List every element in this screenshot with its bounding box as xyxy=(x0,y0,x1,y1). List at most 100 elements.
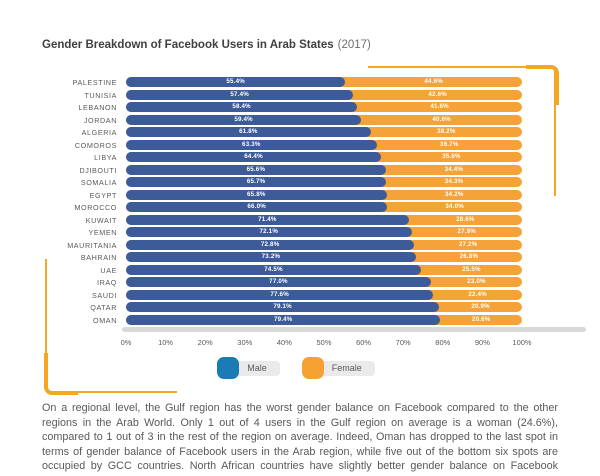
male-bar-segment xyxy=(126,77,346,87)
female-value-label: 44.6% xyxy=(424,78,443,85)
x-axis-baseline-track xyxy=(122,327,586,332)
chart-title-text: Gender Breakdown of Facebook Users in Ar… xyxy=(42,39,334,51)
male-value-label: 77.0% xyxy=(269,278,288,285)
male-bar-segment xyxy=(126,102,358,112)
male-bar-segment xyxy=(126,189,387,200)
female-value-label: 34.4% xyxy=(444,165,464,173)
female-value-label: 34.0% xyxy=(445,203,464,210)
male-bar-segment xyxy=(126,177,387,187)
male-bar-segment xyxy=(126,314,441,325)
female-value-label: 28.6% xyxy=(456,215,475,223)
country-label: SOMALIA xyxy=(80,178,117,187)
male-bar-segment xyxy=(126,302,440,312)
female-value-label: 34.3% xyxy=(444,178,464,185)
country-label: LIBYA xyxy=(94,153,117,162)
bar-row: KUWAIT 71.4% 28.6% xyxy=(0,214,600,225)
female-value-label: 25.5% xyxy=(462,265,481,273)
female-value-label: 42.6% xyxy=(428,90,447,98)
male-bar-segment xyxy=(126,164,386,175)
legend-item-male: Male xyxy=(217,357,280,379)
bar-row: TUNISIA 57.4% 42.6% xyxy=(0,89,600,100)
female-value-label: 27.2% xyxy=(458,240,478,248)
male-value-label: 58.4% xyxy=(232,103,251,110)
x-axis-tick-label: 90% xyxy=(474,338,490,347)
male-value-label: 73.2% xyxy=(261,253,281,260)
x-axis-tick-label: 20% xyxy=(197,338,213,347)
male-bar-segment xyxy=(126,152,382,162)
male-bar-segment xyxy=(126,289,434,300)
bar-row: QATAR 79.1% 20.9% xyxy=(0,302,600,312)
female-value-label: 26.8% xyxy=(459,253,479,260)
male-bar-segment xyxy=(126,252,416,262)
bar-row: PALESTINE 55.4% 44.6% xyxy=(0,77,600,87)
country-label: OMAN xyxy=(93,315,117,325)
male-bar-segment xyxy=(126,139,377,150)
female-value-label: 41.6% xyxy=(430,103,449,110)
country-label: JORDAN xyxy=(83,115,117,125)
bar-row: OMAN 79.4% 20.6% xyxy=(0,314,600,325)
male-value-label: 64.4% xyxy=(244,153,263,160)
country-label: DJIBOUTI xyxy=(79,165,117,175)
country-label: TUNISIA xyxy=(84,90,117,100)
female-value-label: 34.2% xyxy=(445,190,464,198)
country-label: UAE xyxy=(100,265,117,275)
male-value-label: 79.1% xyxy=(273,303,292,310)
bar-row: BAHRAIN 73.2% 26.8% xyxy=(0,252,600,262)
decorative-corner-elbow-bottom-left xyxy=(44,353,78,395)
male-bar-segment xyxy=(126,214,409,225)
female-value-label: 23.0% xyxy=(467,278,486,285)
male-bar-segment xyxy=(126,89,354,100)
x-axis-tick-label: 60% xyxy=(356,338,372,347)
male-value-label: 77.6% xyxy=(270,290,289,298)
x-axis-tick-label: 50% xyxy=(316,338,332,347)
bar-row: DJIBOUTI 65.6% 34.4% xyxy=(0,164,600,175)
body-paragraph: On a regional level, the Gulf region has… xyxy=(42,402,558,476)
country-label: QATAR xyxy=(90,303,117,312)
bar-row: SAUDI 77.6% 22.4% xyxy=(0,289,600,300)
country-label: MAURITANIA xyxy=(67,240,117,250)
country-label: PALESTINE xyxy=(72,78,117,87)
bar-row: MOROCCO 66.0% 34.0% xyxy=(0,202,600,212)
bar-row: YEMEN 72.1% 27.9% xyxy=(0,227,600,237)
female-value-label: 38.2% xyxy=(437,128,456,135)
decorative-corner-bracket-top-right xyxy=(368,66,556,196)
legend-label-male: Male xyxy=(232,360,280,376)
decorative-corner-bracket-bottom-left xyxy=(45,259,177,393)
male-bar-segment xyxy=(126,114,362,125)
male-value-label: 65.6% xyxy=(246,165,266,173)
bar-row: ALGERIA 61.8% 38.2% xyxy=(0,127,600,137)
bar-row: LEBANON 58.4% 41.6% xyxy=(0,102,600,112)
x-axis-tick-label: 10% xyxy=(158,338,174,347)
female-value-label: 20.6% xyxy=(471,315,491,323)
female-value-label: 27.9% xyxy=(457,228,477,235)
x-axis-tick-label: 80% xyxy=(435,338,451,347)
male-value-label: 74.5% xyxy=(264,265,283,273)
male-value-label: 72.8% xyxy=(260,240,280,248)
country-label: SAUDI xyxy=(92,290,117,300)
country-label: EGYPT xyxy=(89,190,117,200)
bar-row: UAE 74.5% 25.5% xyxy=(0,264,600,275)
female-value-label: 20.9% xyxy=(471,303,490,310)
country-label: BAHRAIN xyxy=(80,253,117,262)
country-label: COMOROS xyxy=(74,140,117,150)
male-bar-segment xyxy=(126,127,371,137)
male-value-label: 71.4% xyxy=(258,215,277,223)
female-value-label: 35.6% xyxy=(442,153,461,160)
bar-row: MAURITANIA 72.8% 27.2% xyxy=(0,239,600,250)
female-value-label: 40.6% xyxy=(432,115,451,123)
bar-row: COMOROS 63.3% 36.7% xyxy=(0,139,600,150)
legend-label-female: Female xyxy=(316,360,375,376)
male-bar-segment xyxy=(126,227,412,237)
bar-row: JORDAN 59.4% 40.6% xyxy=(0,114,600,125)
chart-title: Gender Breakdown of Facebook Users in Ar… xyxy=(42,39,371,51)
x-axis-tick-label: 30% xyxy=(237,338,253,347)
country-label: LEBANON xyxy=(78,103,117,112)
male-color-swatch-icon xyxy=(217,357,240,379)
country-label: IRAQ xyxy=(97,278,117,287)
male-bar-segment xyxy=(126,264,422,275)
male-value-label: 65.7% xyxy=(246,178,266,185)
x-axis-tick-label: 0% xyxy=(120,338,132,347)
decorative-corner-elbow-top-right xyxy=(526,65,559,105)
female-value-label: 36.7% xyxy=(440,140,459,148)
